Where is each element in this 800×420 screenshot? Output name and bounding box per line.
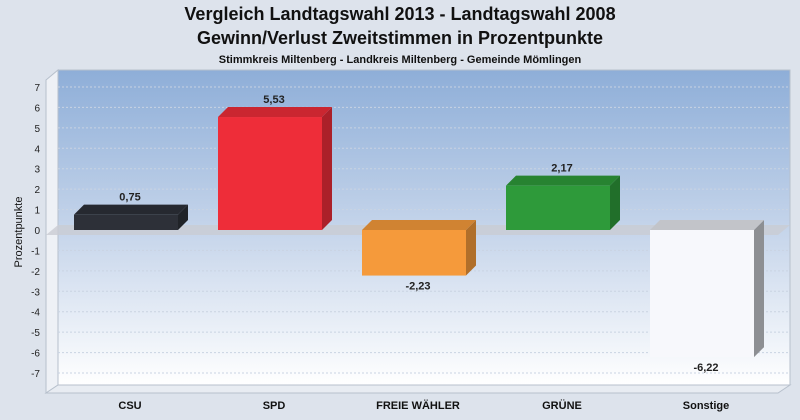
data-label: -6,22 xyxy=(693,362,718,374)
y-tick-label: 7 xyxy=(34,83,40,94)
chart-subtitle: Gewinn/Verlust Zweitstimmen in Prozentpu… xyxy=(196,28,604,48)
y-tick-label: -6 xyxy=(31,349,40,360)
x-tick-label: CSU xyxy=(118,400,141,412)
y-tick-label: 2 xyxy=(34,185,40,196)
y-tick-label: 0 xyxy=(34,226,40,237)
y-tick-label: -7 xyxy=(31,369,40,380)
bar-side-face xyxy=(466,220,476,276)
bar-side-face xyxy=(178,204,188,230)
bar-top-face xyxy=(218,107,332,118)
bar-top-face xyxy=(650,220,764,230)
bar-top-face xyxy=(506,175,620,186)
bar-spd xyxy=(218,107,332,230)
y-tick-label: 4 xyxy=(34,144,40,155)
bar-front-face xyxy=(74,214,178,230)
x-tick-label: SPD xyxy=(263,400,286,412)
x-tick-label: FREIE WÄHLER xyxy=(376,399,460,412)
data-label: -2,23 xyxy=(405,281,430,293)
bar-top-face xyxy=(74,204,188,215)
bar-front-face xyxy=(218,117,322,230)
plot-floor xyxy=(44,384,792,394)
data-label: 5,53 xyxy=(263,94,284,106)
bar-side-face xyxy=(610,175,620,230)
bar-grüne xyxy=(506,175,620,230)
y-tick-label: -1 xyxy=(31,246,40,257)
y-tick-label: 3 xyxy=(34,165,40,176)
y-tick-label: -5 xyxy=(31,328,40,339)
x-tick-label: GRÜNE xyxy=(542,399,582,412)
y-tick-label: 1 xyxy=(34,206,40,217)
y-tick-label: -3 xyxy=(31,287,40,298)
y-tick-label: -4 xyxy=(31,308,40,319)
y-tick-label: -2 xyxy=(31,267,40,278)
data-label: 0,75 xyxy=(119,192,140,204)
y-tick-label: 6 xyxy=(34,103,40,114)
bar-csu xyxy=(74,204,188,230)
y-axis-label: Prozentpunkte xyxy=(13,197,25,268)
bar-front-face xyxy=(650,230,754,358)
x-tick-label: Sonstige xyxy=(683,400,729,412)
data-label: 2,17 xyxy=(551,163,572,175)
bar-front-face xyxy=(362,230,466,276)
y-tick-label: 5 xyxy=(34,124,40,135)
chart-caption: Stimmkreis Miltenberg - Landkreis Milten… xyxy=(218,54,582,66)
bar-side-face xyxy=(754,220,764,358)
bar-front-face xyxy=(506,185,610,230)
bar-sonstige xyxy=(650,220,764,358)
bar-top-face xyxy=(362,220,476,230)
bar-side-face xyxy=(322,107,332,230)
chart-title: Vergleich Landtagswahl 2013 - Landtagswa… xyxy=(184,4,616,24)
bar-freie-wähler xyxy=(362,220,476,276)
